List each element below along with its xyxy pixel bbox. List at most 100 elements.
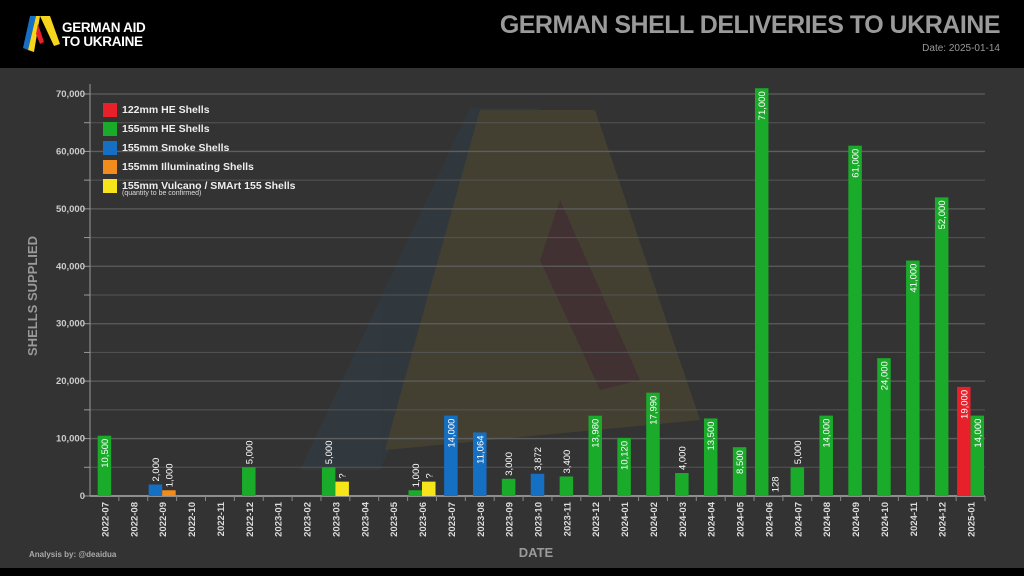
bar	[559, 476, 574, 496]
x-tick-label: 2023-12	[591, 502, 602, 537]
data-label: 61,000	[851, 149, 862, 178]
data-label: 5,000	[793, 441, 804, 465]
bar	[819, 415, 833, 496]
data-label: 71,000	[757, 91, 768, 120]
data-label: 17,990	[648, 396, 659, 425]
x-axis-title: DATE	[519, 545, 554, 560]
x-tick-label: 2024-01	[620, 501, 631, 537]
x-tick-label: 2024-05	[736, 501, 747, 537]
data-label: 4,000	[677, 446, 688, 470]
bar	[444, 415, 458, 496]
data-label: 3,400	[562, 450, 573, 474]
x-tick-label: 2023-04	[360, 501, 371, 537]
data-label: 14,000	[822, 419, 833, 448]
data-label: 3,000	[504, 452, 515, 476]
bar	[473, 432, 487, 496]
bar	[877, 358, 891, 496]
data-label: 14,000	[973, 419, 984, 448]
data-label: 128	[771, 476, 782, 492]
x-tick-label: 2023-07	[447, 502, 458, 537]
y-tick-label: 40,000	[56, 261, 85, 272]
x-tick-label: 2024-08	[822, 502, 833, 537]
legend-item: 122mm HE Shells	[103, 100, 296, 119]
y-tick-label: 0	[80, 491, 85, 502]
x-tick-label: 2024-04	[707, 501, 718, 537]
data-label: 24,000	[879, 361, 890, 390]
bar	[934, 197, 949, 496]
x-tick-label: 2024-03	[678, 502, 689, 537]
data-label: 5,000	[324, 441, 335, 465]
bar	[242, 467, 256, 496]
data-label: 13,980	[591, 419, 602, 448]
legend-label: 155mm Vulcano / SMArt 155 Shells	[122, 179, 296, 192]
x-tick-label: 2024-12	[938, 502, 949, 537]
x-tick-label: 2024-10	[880, 502, 891, 537]
bar	[675, 473, 689, 496]
x-tick-label: 2022-12	[245, 502, 256, 537]
x-tick-label: 2023-02	[303, 502, 314, 537]
data-label: 13,500	[706, 421, 717, 450]
chart-title: GERMAN SHELL DELIVERIES TO UKRAINE	[499, 11, 1001, 39]
brand-line-2: TO UKRAINE	[62, 34, 143, 49]
bar	[790, 467, 805, 496]
data-label: 11,064	[475, 435, 486, 463]
x-tick-label: 2023-03	[331, 502, 342, 537]
bar	[957, 386, 971, 496]
x-tick-label: 2023-09	[505, 502, 516, 537]
bar	[703, 418, 718, 496]
legend-swatch	[103, 102, 117, 117]
bar	[588, 415, 602, 496]
data-label: 10,500	[100, 439, 111, 468]
legend-item: 155mm Smoke Shells	[103, 138, 296, 157]
legend-label: 155mm Smoke Shells	[122, 141, 230, 154]
chart-date: Date: 2025-01-14	[922, 43, 1000, 54]
bar	[768, 495, 782, 496]
bar	[97, 435, 112, 496]
credit: Analysis by: @deaidua	[29, 550, 117, 559]
y-tick-label: 10,000	[56, 434, 85, 445]
legend-item: 155mm Illuminating Shells	[103, 157, 296, 176]
bar	[848, 145, 862, 496]
data-label: 8,500	[735, 450, 746, 474]
x-tick-label: 2025-01	[967, 501, 978, 537]
brand-line-1: GERMAN AID	[62, 20, 146, 35]
x-tick-label: 2024-11	[909, 501, 920, 536]
bar	[422, 481, 436, 496]
logo-icon	[23, 16, 60, 52]
data-label: 1,000	[411, 463, 422, 487]
bar	[501, 478, 516, 496]
legend-label: 155mm Illuminating Shells	[122, 160, 254, 173]
watermark	[300, 108, 700, 470]
data-label: 52,000	[937, 200, 948, 229]
legend-item: 155mm Vulcano / SMArt 155 Shells	[103, 176, 296, 195]
bar	[162, 490, 176, 496]
data-label: 14,000	[446, 419, 457, 448]
legend: 122mm HE Shells 155mm HE Shells 155mm Smok…	[103, 100, 296, 197]
x-tick-label: 2024-07	[793, 502, 804, 537]
data-label: 3,872	[533, 447, 544, 471]
bar	[732, 447, 747, 496]
data-label: 1,000	[164, 463, 175, 487]
legend-swatch	[103, 178, 117, 193]
legend-note: (quantity to be confirmed)	[122, 190, 202, 197]
bar	[646, 392, 660, 496]
x-tick-label: 2023-08	[476, 502, 487, 537]
bar	[148, 484, 163, 496]
x-tick-label: 2023-05	[389, 501, 400, 537]
x-tick-label: 2022-10	[187, 502, 198, 537]
data-label: 2,000	[151, 458, 162, 482]
y-tick-label: 20,000	[56, 376, 85, 387]
y-tick-label: 30,000	[56, 319, 85, 330]
data-label: 10,120	[620, 441, 631, 470]
x-tick-label: 2023-06	[418, 502, 429, 537]
x-tick-label: 2022-08	[129, 502, 140, 537]
x-tick-label: 2023-01	[274, 501, 285, 537]
y-tick-label: 70,000	[56, 89, 85, 100]
y-tick-label: 60,000	[56, 146, 85, 157]
bar	[408, 490, 423, 496]
x-tick-label: 2022-09	[158, 502, 169, 537]
y-tick-label: 50,000	[56, 204, 85, 215]
data-label: 5,000	[244, 441, 255, 465]
x-tick-label: 2022-11	[216, 501, 227, 536]
